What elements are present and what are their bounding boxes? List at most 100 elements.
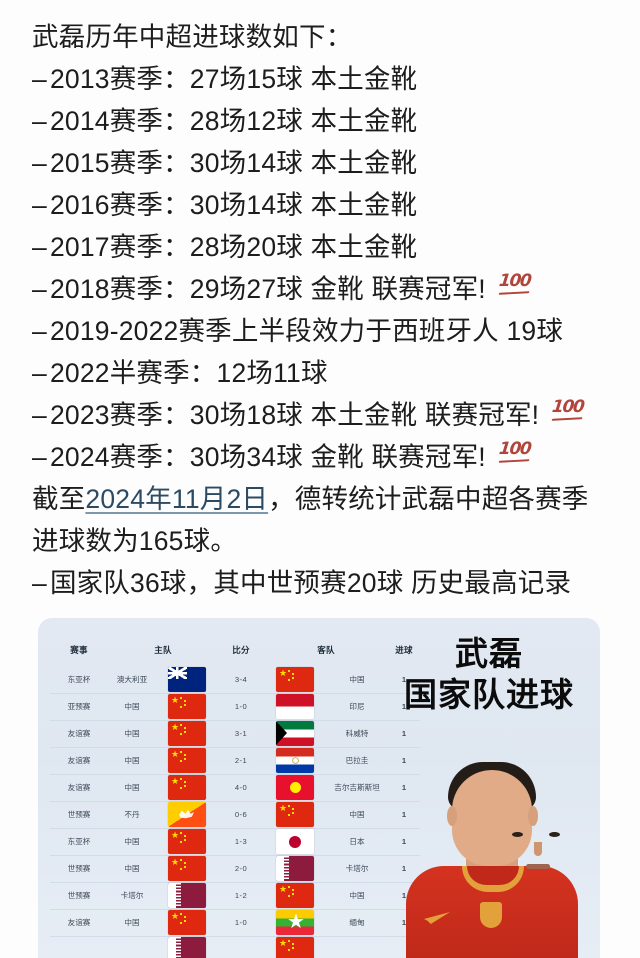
season-line-2024: – 2024赛季：30场34球 金靴 联赛冠军! 100 [32,436,628,478]
table-row: 友谊赛 中国 4-0 吉尔吉斯斯坦 1 [50,774,421,802]
table-row: 东亚杯 中国 1-3 日本 1 [50,828,421,856]
cell-home-flag [156,693,219,721]
season-line-text: 2019-2022赛季上半段效力于西班牙人 19球 [49,316,564,346]
list-dash: – [32,106,47,136]
cell-home-flag [156,828,219,856]
column-header-away-team: 客队 [317,645,335,655]
cell-home-team: 中国 [108,828,156,856]
flag-bhutan-icon [168,802,206,827]
list-dash: – [32,148,47,178]
summary-suffix: ，德转统计武磊中超各赛季 [268,484,589,514]
cell-competition: 友谊赛 [50,747,108,775]
season-line-2023: – 2023赛季：30场18球 本土金靴 联赛冠军! 100 [32,394,628,436]
season-line-text: 2023赛季：30场18球 本土金靴 联赛冠军! [49,400,540,430]
flag-kuwait-icon [276,721,315,746]
cell-goals: 1 [388,666,421,694]
cell-away-flag [264,855,327,883]
cell-away-team: 巴拉圭 [326,747,389,775]
season-line-2013: – 2013赛季：27场15球 本土金靴 [32,58,628,100]
list-dash: – [32,358,47,388]
cell-home-team: 不丹 [108,801,156,829]
season-line-2017: – 2017赛季：28场20球 本土金靴 [32,226,628,268]
national-team-text: 国家队36球，其中世预赛20球 历史最高记录 [49,568,572,598]
player-ear-right [528,806,538,826]
column-header-competition: 赛事 [70,645,88,655]
hundred-points-digits: 100 [551,396,585,417]
national-team-line: – 国家队36球，其中世预赛20球 历史最高记录 [32,562,628,604]
cell-home-flag [156,666,219,694]
season-line-2018: – 2018赛季：29场27球 金靴 联赛冠军! 100 [32,268,628,310]
national-team-goals-image-card[interactable]: 赛事 主队 比分 客队 进球 东亚杯 澳大利亚 3-4 中国 [38,618,600,958]
season-line-2019-2022: – 2019-2022赛季上半段效力于西班牙人 19球 [32,310,628,352]
summary-total-text: 进球数为165球。 [32,526,238,556]
table-row: 世预赛 卡塔尔 1-2 中国 1 [50,882,421,910]
flag-china-icon [276,666,315,692]
cell-home-team: 中国 [108,774,156,802]
jersey-collar [462,866,524,892]
cell-away-team: 卡塔尔 [326,855,389,883]
season-line-text: 2024赛季：30场34球 金靴 联赛冠军! [49,442,486,472]
cell-score: 1-0 [218,693,265,721]
hundred-points-underline [551,416,583,421]
cell-score: 3-4 [218,666,265,694]
cell-home-team: 中国 [108,855,156,883]
season-line-text: 2018赛季：29场27球 金靴 联赛冠军! [49,274,486,304]
cell-away-flag [264,828,327,856]
cell-competition: 世预赛 [50,882,108,910]
cell-competition: 亚预赛 [50,693,108,721]
season-line-2022-half: – 2022半赛季：12场11球 [32,352,628,394]
cell-competition: 友谊赛 [50,909,108,937]
flag-china-icon [168,694,206,719]
cell-score [218,936,265,958]
goals-table-body: 东亚杯 澳大利亚 3-4 中国 1 亚预赛 中国 1-0 [50,666,421,958]
cell-home-flag [156,855,219,883]
cell-goals: 1 [388,801,421,829]
season-line-text: 2016赛季：30场14球 本土金靴 [49,190,418,220]
hundred-points-emoji-icon: 100 [498,439,533,468]
cell-home-team: 中国 [108,720,156,748]
season-line-2015: – 2015赛季：30场14球 本土金靴 [32,142,628,184]
cell-home-flag [156,909,219,937]
cell-competition: 东亚杯 [50,666,108,694]
cell-home-flag [156,747,219,775]
article-heading: 武磊历年中超进球数如下： [32,16,628,58]
flag-china-icon [276,802,315,827]
flag-australia-icon [168,666,206,692]
list-dash: – [32,190,47,220]
poster-title-line2: 国家队进球 [404,676,574,713]
cell-away-team: 吉尔吉斯斯坦 [326,774,389,802]
cell-competition [50,936,108,958]
cell-goals: 1 [388,693,421,721]
summary-date-link[interactable]: 2024年11月2日 [85,484,269,514]
cell-goals: 1 [388,828,421,856]
cell-away-team: 科威特 [326,720,389,748]
poster-title-line1: 武磊 [455,635,523,672]
cell-home-flag [156,774,219,802]
flag-qatar-icon [168,937,206,958]
cell-home-team: 卡塔尔 [108,882,156,910]
summary-line-2: 进球数为165球。 [32,520,628,562]
cell-away-flag [264,693,327,721]
table-row: 友谊赛 中国 2-1 巴拉圭 1 [50,747,421,775]
cell-goals: 1 [388,720,421,748]
column-header-score: 比分 [232,645,250,655]
cell-home-flag [156,801,219,829]
flag-qatar-icon [276,856,315,881]
cell-away-flag [264,747,327,775]
summary-line-1: 截至 2024年11月2日 ，德转统计武磊中超各赛季 [32,478,628,520]
list-dash: – [32,316,47,346]
cell-away-team: 日本 [326,828,389,856]
cell-competition: 友谊赛 [50,720,108,748]
season-line-text: 2022半赛季：12场11球 [49,358,328,388]
player-eye-right [549,832,560,837]
table-row: 世预赛 中国 2-0 卡塔尔 1 [50,855,421,883]
cell-away-team: 印尼 [326,693,389,721]
poster-title: 武磊 国家队进球 [378,634,600,716]
list-dash: – [32,442,47,472]
cell-score: 1-3 [218,828,265,856]
player-portrait-image [404,746,580,958]
flag-china-icon [168,856,206,881]
cell-score: 3-1 [218,720,265,748]
list-dash: – [32,64,47,94]
